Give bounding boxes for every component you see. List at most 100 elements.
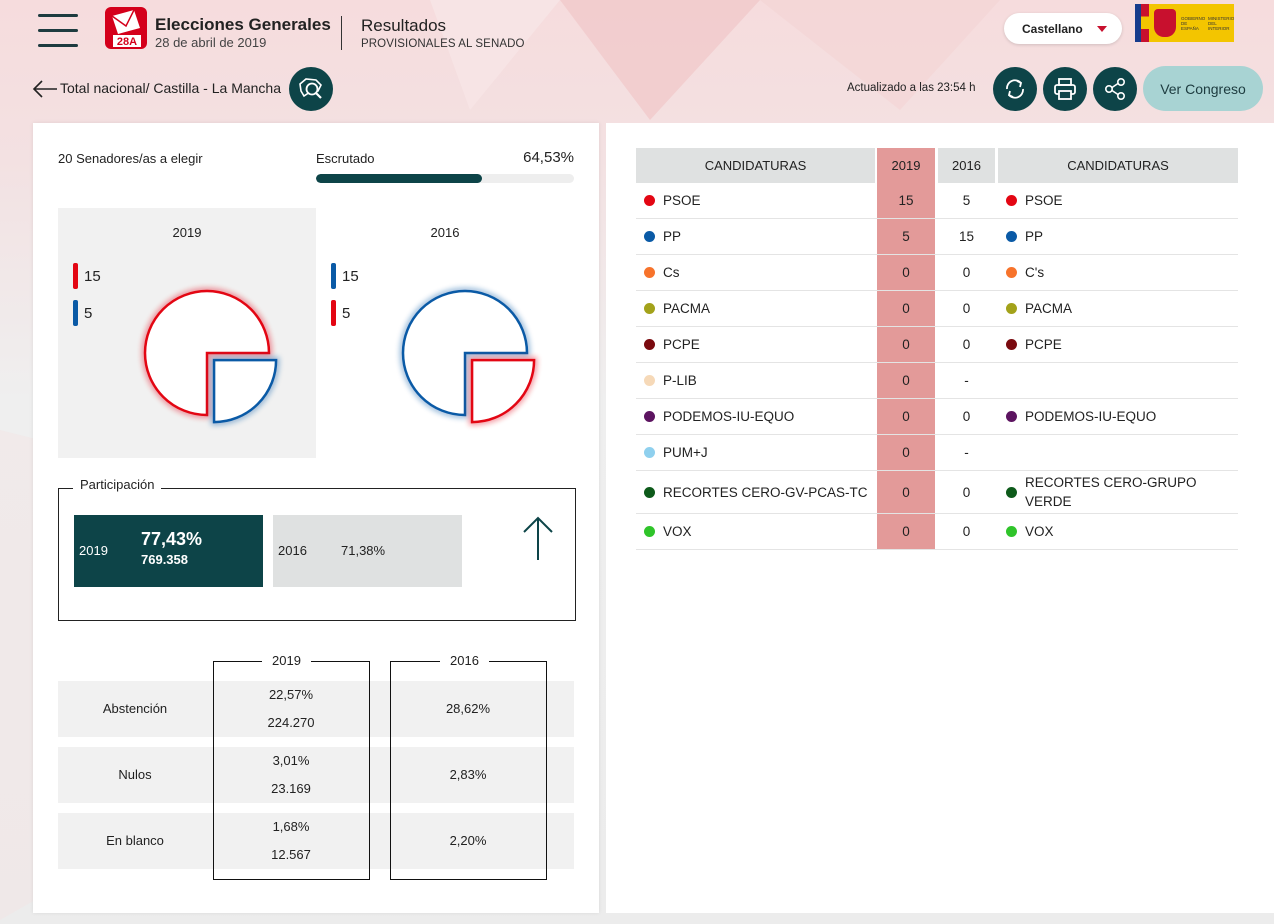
escrutado-progress-fill xyxy=(316,174,483,183)
menu-bar xyxy=(38,14,78,17)
seats-pie-2019 xyxy=(142,288,280,426)
party-color-dot xyxy=(1006,195,1017,206)
stats-percent-2019: 1,68% xyxy=(272,819,310,834)
candidatura-row: VOX 0 0 VOX xyxy=(636,514,1238,550)
party-color-dot xyxy=(1006,411,1017,422)
cell-seats-2019: 0 xyxy=(877,471,935,513)
participacion-title: Participación xyxy=(73,477,162,492)
stats-head-2016: 2016 xyxy=(440,653,489,668)
cell-party-2019: RECORTES CERO-GV-PCAS-TC xyxy=(644,471,870,513)
stats-votes-2019: 23.169 xyxy=(271,781,311,796)
header-divider xyxy=(341,16,342,50)
party-name-2019: PACMA xyxy=(663,301,711,316)
ver-congreso-button[interactable]: Ver Congreso xyxy=(1143,66,1263,111)
menu-bar xyxy=(38,44,78,47)
party-color-dot xyxy=(644,375,655,386)
participacion-2019-votes: 769.358 xyxy=(141,552,188,567)
cell-seats-2016: 0 xyxy=(962,409,971,424)
cell-seats-2016: - xyxy=(964,445,969,460)
cell-seats-2019: 0 xyxy=(877,435,935,470)
cell-party-2016: PCPE xyxy=(1006,327,1232,362)
party-name-2016: PSOE xyxy=(1025,193,1063,208)
legend-2019-second: 5 xyxy=(73,300,92,326)
back-arrow-icon[interactable] xyxy=(32,80,58,98)
stats-value-2019: 3,01% 23.169 xyxy=(214,747,368,803)
header-2016: 2016 xyxy=(938,148,995,183)
language-value: Castellano xyxy=(1022,21,1083,36)
refresh-button[interactable] xyxy=(993,67,1037,111)
cell-seats-2016: 0 xyxy=(962,524,971,539)
stats-label: En blanco xyxy=(106,833,164,848)
cell-party-2019: PUM+J xyxy=(644,435,870,470)
ministry-label: MINISTERIO DEL INTERIOR xyxy=(1208,15,1235,31)
stats-votes-2019: 12.567 xyxy=(271,847,311,862)
header-candidaturas-2019: CANDIDATURAS xyxy=(636,148,875,183)
participacion-box xyxy=(58,488,576,621)
candidatura-row: PP 5 15 PP xyxy=(636,219,1238,255)
candidatura-row: RECORTES CERO-GV-PCAS-TC 0 0 RECORTES CE… xyxy=(636,471,1238,514)
party-color-dot xyxy=(644,339,655,350)
results-title: Resultados xyxy=(361,16,447,35)
cell-seats-2019: 5 xyxy=(877,219,935,254)
cell-seats-2019: 0 xyxy=(877,255,935,290)
cell-party-2019: P-LIB xyxy=(644,363,870,398)
seats-to-elect: 20 Senadores/as a elegir xyxy=(58,151,203,166)
language-select[interactable]: Castellano xyxy=(1004,13,1122,44)
header-2019: 2019 xyxy=(877,148,935,183)
cell-party-2016: VOX xyxy=(1006,514,1232,549)
legend-value: 15 xyxy=(342,267,359,285)
print-button[interactable] xyxy=(1043,67,1087,111)
brand-date: 28 de abril de 2019 xyxy=(155,35,267,50)
legend-2016-second: 5 xyxy=(331,300,350,326)
party-name-2019: P-LIB xyxy=(663,373,697,388)
participacion-2019-percent: 77,43% xyxy=(141,529,203,549)
party-color-dot xyxy=(644,411,655,422)
stats-percent-2016: 28,62% xyxy=(445,701,491,716)
party-name-2016: VOX xyxy=(1025,524,1054,539)
party-name-2016: PCPE xyxy=(1025,337,1062,352)
seats-pie-2016 xyxy=(400,288,538,426)
party-name-2019: PUM+J xyxy=(663,445,708,460)
menu-button[interactable] xyxy=(38,14,78,50)
chevron-down-icon xyxy=(1097,26,1107,32)
candidatura-row: P-LIB 0 - xyxy=(636,363,1238,399)
stats-value-2019: 22,57% 224.270 xyxy=(214,681,368,737)
breadcrumb[interactable]: Total nacional/ Castilla - La Mancha xyxy=(60,80,282,96)
printer-icon xyxy=(1054,78,1076,100)
legend-swatch xyxy=(73,263,78,289)
pie-slice xyxy=(143,289,271,417)
coat-of-arms-icon xyxy=(1154,9,1176,37)
share-button[interactable] xyxy=(1093,67,1137,111)
legend-swatch xyxy=(331,300,336,326)
updated-time: Actualizado a las 23:54 h xyxy=(847,82,976,94)
chart-2016-year: 2016 xyxy=(430,225,460,240)
pie-slice xyxy=(212,358,278,424)
party-color-dot xyxy=(644,267,655,278)
party-color-dot xyxy=(1006,339,1017,350)
cell-seats-2019: 0 xyxy=(877,399,935,434)
participacion-2016-year: 2016 xyxy=(278,543,307,558)
cell-seats-2016: 0 xyxy=(962,484,971,500)
cell-party-2019: PACMA xyxy=(644,291,870,326)
stats-votes-2019: 224.270 xyxy=(267,715,315,730)
legend-value: 5 xyxy=(342,304,351,322)
cell-party-2019: PSOE xyxy=(644,183,870,218)
legend-2016-first: 15 xyxy=(331,263,359,289)
party-color-dot xyxy=(1006,303,1017,314)
cell-party-2016: PODEMOS-IU-EQUO xyxy=(1006,399,1232,434)
candidatura-row: PCPE 0 0 PCPE xyxy=(636,327,1238,363)
party-color-dot xyxy=(644,303,655,314)
party-name-2016: PODEMOS-IU-EQUO xyxy=(1025,409,1157,424)
party-color-dot xyxy=(1006,526,1017,537)
refresh-icon xyxy=(1006,79,1024,99)
stats-label: Abstención xyxy=(102,701,168,716)
participacion-2016: 2016 71,38% xyxy=(273,515,462,587)
legend-value: 5 xyxy=(84,304,93,322)
cell-seats-2019: 0 xyxy=(877,291,935,326)
share-icon xyxy=(1104,77,1126,100)
stats-label: Nulos xyxy=(118,767,152,782)
party-name-2016: PACMA xyxy=(1025,301,1073,316)
cell-party-2016: RECORTES CERO-GRUPO VERDE xyxy=(1006,471,1232,513)
map-search-button[interactable] xyxy=(289,67,333,111)
arrow-up-icon xyxy=(521,515,555,561)
